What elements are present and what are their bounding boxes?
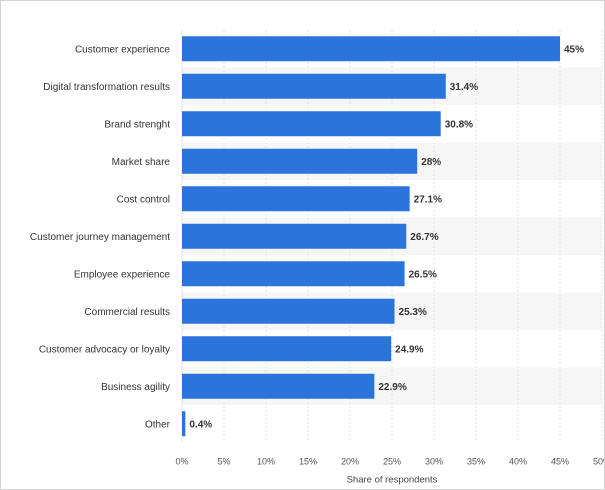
value-label: 26.7%: [410, 232, 438, 243]
category-label: Business agility: [101, 382, 170, 393]
value-label: 26.5%: [409, 269, 437, 280]
bars: [182, 36, 560, 437]
x-tick-label: 35%: [467, 457, 485, 467]
bar: [182, 298, 395, 324]
category-labels: Customer experience Digital transformatio…: [30, 44, 171, 430]
value-label: 27.1%: [414, 194, 442, 205]
value-label: 0.4%: [189, 419, 212, 430]
category-label: Commercial results: [84, 307, 170, 318]
x-tick-label: 40%: [509, 457, 527, 467]
bar: [182, 111, 441, 137]
x-tick-label: 50%: [593, 457, 604, 467]
bar: [182, 373, 375, 399]
value-label: 45%: [564, 44, 584, 55]
category-label: Market share: [112, 157, 171, 168]
value-label: 22.9%: [378, 382, 406, 393]
category-label: Employee experience: [74, 269, 171, 280]
x-tick-labels: 0% 5% 10% 15% 20% 25% 30% 35% 40% 45% 50%: [175, 457, 604, 467]
bar: [182, 261, 405, 287]
value-label: 24.9%: [395, 344, 423, 355]
x-tick-label: 0%: [175, 457, 188, 467]
x-tick-label: 20%: [341, 457, 359, 467]
category-label: Other: [145, 419, 171, 430]
value-label: 25.3%: [399, 307, 427, 318]
category-label: Brand strenght: [104, 119, 170, 130]
category-label: Cost control: [117, 194, 170, 205]
x-axis-title: Share of respondents: [347, 475, 438, 486]
x-tick-label: 25%: [383, 457, 401, 467]
bar: [182, 336, 392, 362]
value-label: 28%: [421, 157, 441, 168]
category-label: Customer journey management: [30, 232, 170, 243]
bar: [182, 148, 418, 174]
bar: [182, 186, 410, 212]
value-label: 31.4%: [450, 82, 478, 93]
value-labels: 45% 31.4% 30.8% 28% 27.1% 26.7% 26.5% 25.3% 24.9…: [189, 44, 584, 430]
category-label: Customer advocacy or loyalty: [39, 344, 170, 355]
x-tick-label: 15%: [299, 457, 317, 467]
category-label: Customer experience: [75, 44, 170, 55]
category-label: Digital transformation results: [43, 82, 170, 93]
x-tick-label: 5%: [217, 457, 230, 467]
bar: [182, 36, 560, 62]
x-tick-label: 30%: [425, 457, 443, 467]
bar: [182, 223, 407, 249]
value-label: 30.8%: [445, 119, 473, 130]
x-tick-label: 45%: [551, 457, 569, 467]
bar: [182, 411, 186, 437]
x-tick-label: 10%: [257, 457, 275, 467]
bar: [182, 73, 446, 99]
